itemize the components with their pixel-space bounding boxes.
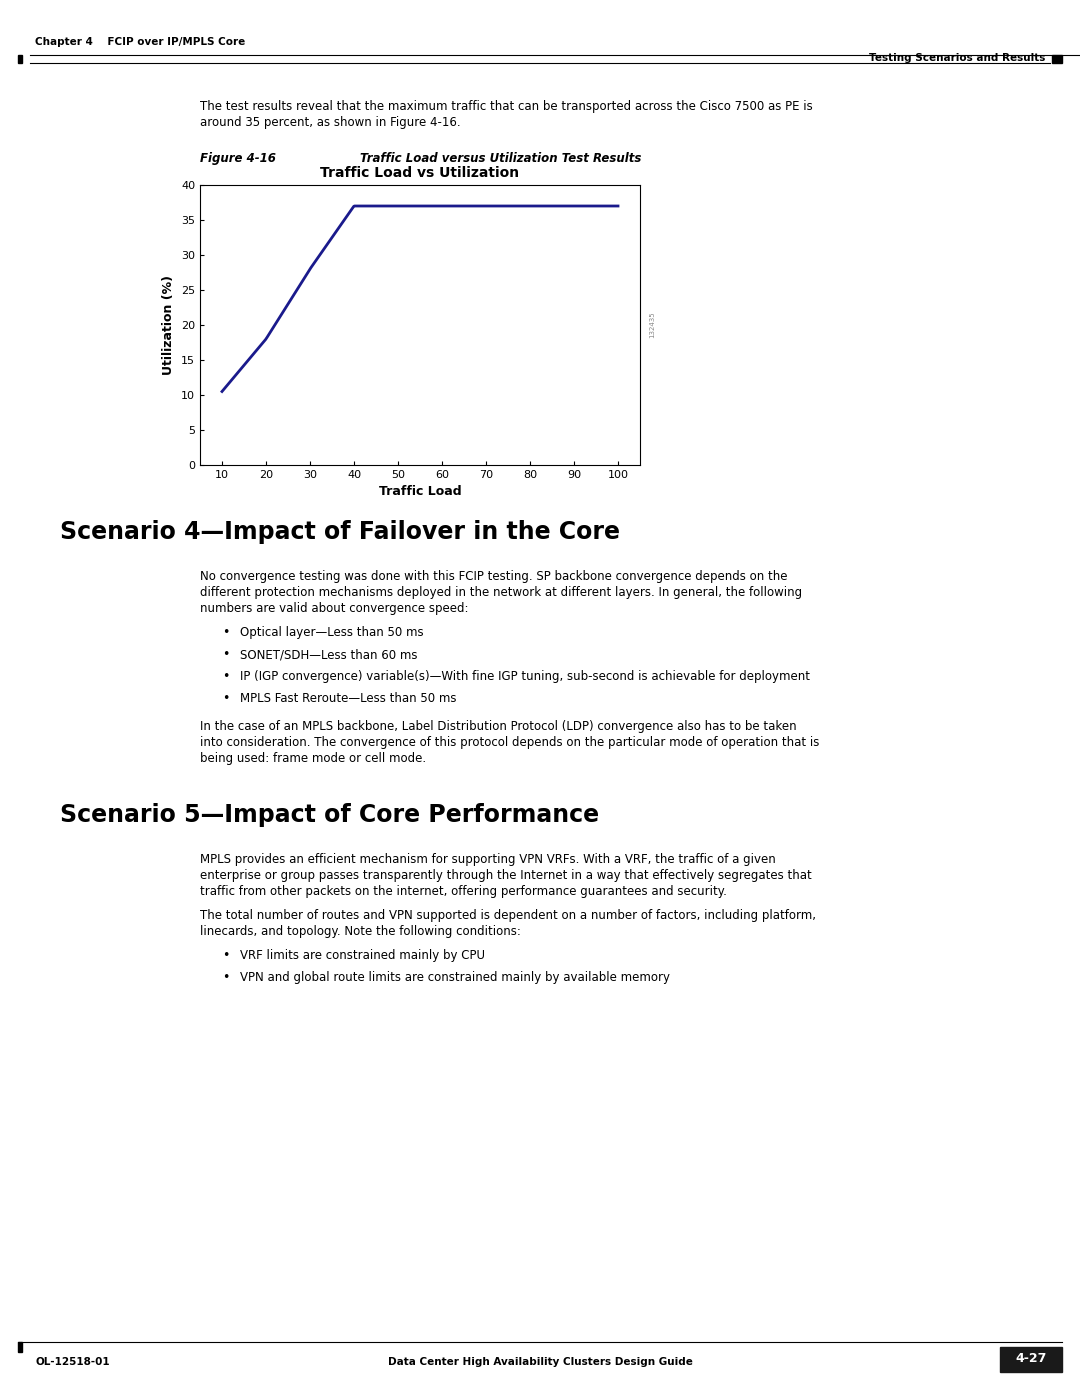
Text: •: • <box>222 971 229 983</box>
Text: numbers are valid about convergence speed:: numbers are valid about convergence spee… <box>200 602 469 615</box>
Text: being used: frame mode or cell mode.: being used: frame mode or cell mode. <box>200 752 427 766</box>
Bar <box>1000 1347 1062 1372</box>
Text: MPLS Fast Reroute—Less than 50 ms: MPLS Fast Reroute—Less than 50 ms <box>240 692 457 705</box>
Text: 4-27: 4-27 <box>1015 1352 1047 1365</box>
Text: Scenario 4—Impact of Failover in the Core: Scenario 4—Impact of Failover in the Cor… <box>60 520 620 543</box>
Text: Testing Scenarios and Results: Testing Scenarios and Results <box>868 53 1045 63</box>
Title: Traffic Load vs Utilization: Traffic Load vs Utilization <box>321 166 519 180</box>
Text: traffic from other packets on the internet, offering performance guarantees and : traffic from other packets on the intern… <box>200 886 727 898</box>
Text: No convergence testing was done with this FCIP testing. SP backbone convergence : No convergence testing was done with thi… <box>200 570 787 583</box>
Text: SONET/SDH—Less than 60 ms: SONET/SDH—Less than 60 ms <box>240 648 418 661</box>
Text: •: • <box>222 949 229 963</box>
Text: Data Center High Availability Clusters Design Guide: Data Center High Availability Clusters D… <box>388 1356 692 1368</box>
Text: Scenario 5—Impact of Core Performance: Scenario 5—Impact of Core Performance <box>60 803 599 827</box>
Text: Chapter 4    FCIP over IP/MPLS Core: Chapter 4 FCIP over IP/MPLS Core <box>35 36 245 47</box>
Bar <box>18 54 22 63</box>
Text: •: • <box>222 671 229 683</box>
Text: •: • <box>222 648 229 661</box>
Text: VPN and global route limits are constrained mainly by available memory: VPN and global route limits are constrai… <box>240 971 670 983</box>
Text: different protection mechanisms deployed in the network at different layers. In : different protection mechanisms deployed… <box>200 585 802 599</box>
Bar <box>18 1343 22 1352</box>
Text: Figure 4-16: Figure 4-16 <box>200 152 275 165</box>
Text: MPLS provides an efficient mechanism for supporting VPN VRFs. With a VRF, the tr: MPLS provides an efficient mechanism for… <box>200 854 775 866</box>
Text: The total number of routes and VPN supported is dependent on a number of factors: The total number of routes and VPN suppo… <box>200 909 816 922</box>
Y-axis label: Utilization (%): Utilization (%) <box>162 275 175 374</box>
Text: into consideration. The convergence of this protocol depends on the particular m: into consideration. The convergence of t… <box>200 736 820 749</box>
Text: Traffic Load versus Utilization Test Results: Traffic Load versus Utilization Test Res… <box>360 152 642 165</box>
Text: OL-12518-01: OL-12518-01 <box>35 1356 110 1368</box>
Text: The test results reveal that the maximum traffic that can be transported across : The test results reveal that the maximum… <box>200 101 813 113</box>
Text: Optical layer—Less than 50 ms: Optical layer—Less than 50 ms <box>240 626 423 638</box>
Text: linecards, and topology. Note the following conditions:: linecards, and topology. Note the follow… <box>200 925 521 937</box>
Bar <box>1052 54 1062 63</box>
Text: VRF limits are constrained mainly by CPU: VRF limits are constrained mainly by CPU <box>240 949 485 963</box>
X-axis label: Traffic Load: Traffic Load <box>379 485 461 499</box>
Text: enterprise or group passes transparently through the Internet in a way that effe: enterprise or group passes transparently… <box>200 869 812 882</box>
Text: In the case of an MPLS backbone, Label Distribution Protocol (LDP) convergence a: In the case of an MPLS backbone, Label D… <box>200 719 797 733</box>
Text: •: • <box>222 692 229 705</box>
Text: around 35 percent, as shown in Figure 4-16.: around 35 percent, as shown in Figure 4-… <box>200 116 461 129</box>
Text: IP (IGP convergence) variable(s)—With fine IGP tuning, sub-second is achievable : IP (IGP convergence) variable(s)—With fi… <box>240 671 810 683</box>
Text: •: • <box>222 626 229 638</box>
Text: 132435: 132435 <box>649 312 654 338</box>
